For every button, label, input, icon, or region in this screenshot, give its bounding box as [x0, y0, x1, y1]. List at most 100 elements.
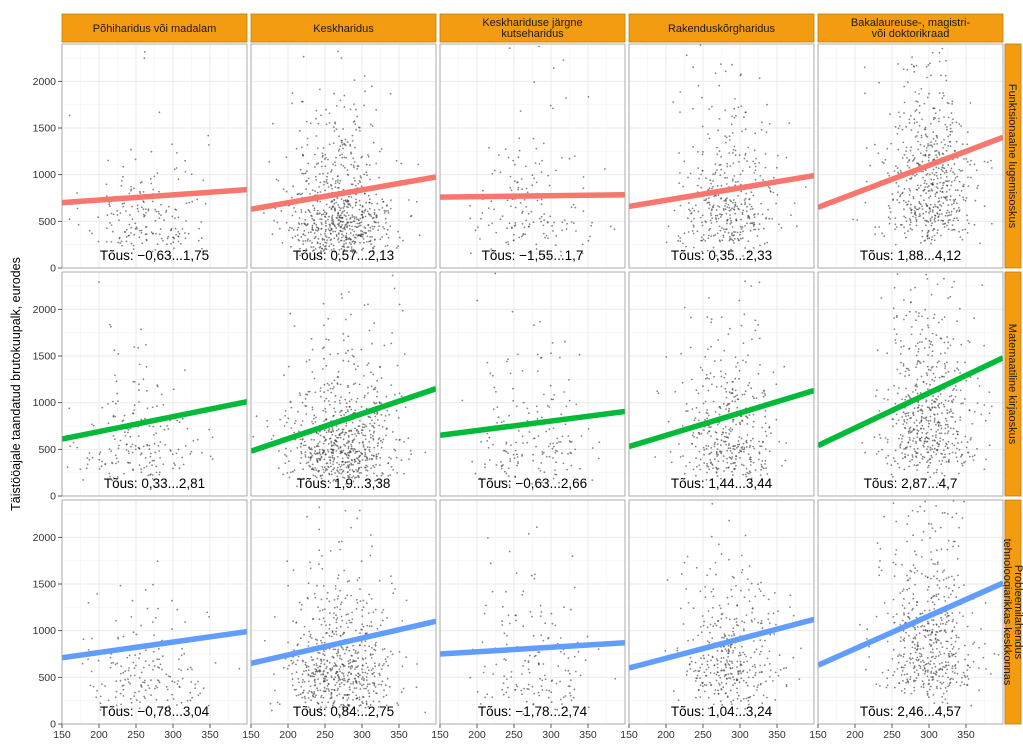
slope-label: Tõus: 0,57...2,13	[293, 248, 394, 263]
data-point	[900, 346, 903, 348]
data-point	[903, 299, 905, 301]
data-point	[345, 424, 348, 427]
data-point	[337, 238, 339, 241]
data-point	[418, 234, 421, 237]
data-point	[341, 140, 343, 142]
data-point	[942, 202, 945, 205]
data-point	[943, 116, 945, 118]
data-point	[346, 226, 348, 229]
data-point	[341, 233, 343, 236]
data-point	[157, 666, 159, 668]
data-point	[287, 584, 289, 587]
data-point	[317, 162, 319, 165]
data-point	[717, 194, 720, 197]
slope-label: Tõus: −1,55...1,7	[482, 248, 584, 263]
data-point	[738, 369, 741, 372]
data-point	[138, 236, 141, 239]
data-point	[526, 441, 529, 444]
data-point	[909, 221, 912, 224]
data-point	[152, 660, 154, 663]
data-point	[734, 154, 737, 157]
data-point	[324, 247, 327, 250]
data-point	[160, 203, 162, 206]
data-point	[705, 198, 708, 200]
data-point	[154, 219, 157, 222]
data-point	[537, 435, 540, 437]
data-point	[887, 454, 890, 457]
data-point	[375, 453, 378, 456]
data-point	[909, 223, 911, 226]
data-point	[908, 310, 911, 313]
data-point	[404, 406, 407, 409]
data-point	[391, 274, 394, 277]
data-point	[944, 196, 946, 199]
data-point	[907, 200, 910, 203]
data-point	[937, 445, 940, 448]
data-point	[705, 177, 707, 180]
data-point	[308, 446, 310, 448]
data-point	[930, 428, 933, 431]
data-point	[349, 237, 351, 240]
data-point	[733, 448, 736, 451]
data-point	[724, 373, 727, 375]
data-point	[304, 456, 307, 458]
data-point	[914, 91, 917, 93]
data-point	[758, 223, 761, 226]
data-point	[917, 348, 920, 350]
data-point	[917, 410, 919, 413]
data-point	[307, 177, 310, 180]
data-point	[341, 216, 344, 219]
data-point	[178, 467, 181, 470]
data-point	[920, 136, 923, 139]
data-point	[350, 408, 353, 411]
data-point	[380, 148, 383, 150]
data-point	[703, 462, 706, 464]
data-point	[368, 450, 371, 453]
data-point	[302, 172, 305, 175]
data-point	[135, 664, 137, 667]
data-point	[299, 168, 302, 171]
data-point	[909, 301, 912, 303]
data-point	[751, 395, 754, 398]
data-point	[964, 435, 967, 438]
data-point	[761, 426, 764, 429]
panel-border	[250, 43, 437, 269]
data-point	[525, 219, 527, 222]
data-point	[173, 168, 176, 171]
data-point	[539, 470, 542, 472]
data-point	[967, 340, 970, 342]
data-point	[369, 534, 372, 536]
data-point	[354, 668, 356, 670]
data-point	[300, 456, 303, 459]
data-point	[369, 178, 371, 181]
data-point	[543, 213, 546, 215]
data-point	[500, 467, 503, 470]
data-point	[923, 442, 926, 445]
data-point	[942, 184, 945, 187]
data-point	[727, 410, 730, 413]
data-point	[316, 709, 319, 711]
data-point	[739, 423, 742, 426]
data-point	[740, 203, 743, 206]
data-point	[531, 174, 534, 177]
data-point	[364, 459, 367, 462]
data-point	[746, 205, 748, 208]
data-point	[768, 122, 771, 125]
data-point	[930, 454, 933, 457]
data-point	[692, 232, 695, 235]
data-point	[930, 178, 933, 181]
data-point	[327, 389, 329, 392]
data-point	[306, 170, 308, 173]
data-point	[345, 402, 348, 405]
data-point	[938, 60, 941, 63]
data-point	[759, 474, 762, 476]
data-point	[946, 180, 949, 183]
data-point	[754, 132, 757, 135]
data-point	[943, 405, 946, 408]
data-point	[142, 208, 145, 211]
data-point	[493, 208, 495, 211]
data-point	[326, 659, 329, 662]
data-point	[714, 234, 717, 236]
data-point	[127, 681, 130, 684]
data-point	[363, 173, 366, 176]
